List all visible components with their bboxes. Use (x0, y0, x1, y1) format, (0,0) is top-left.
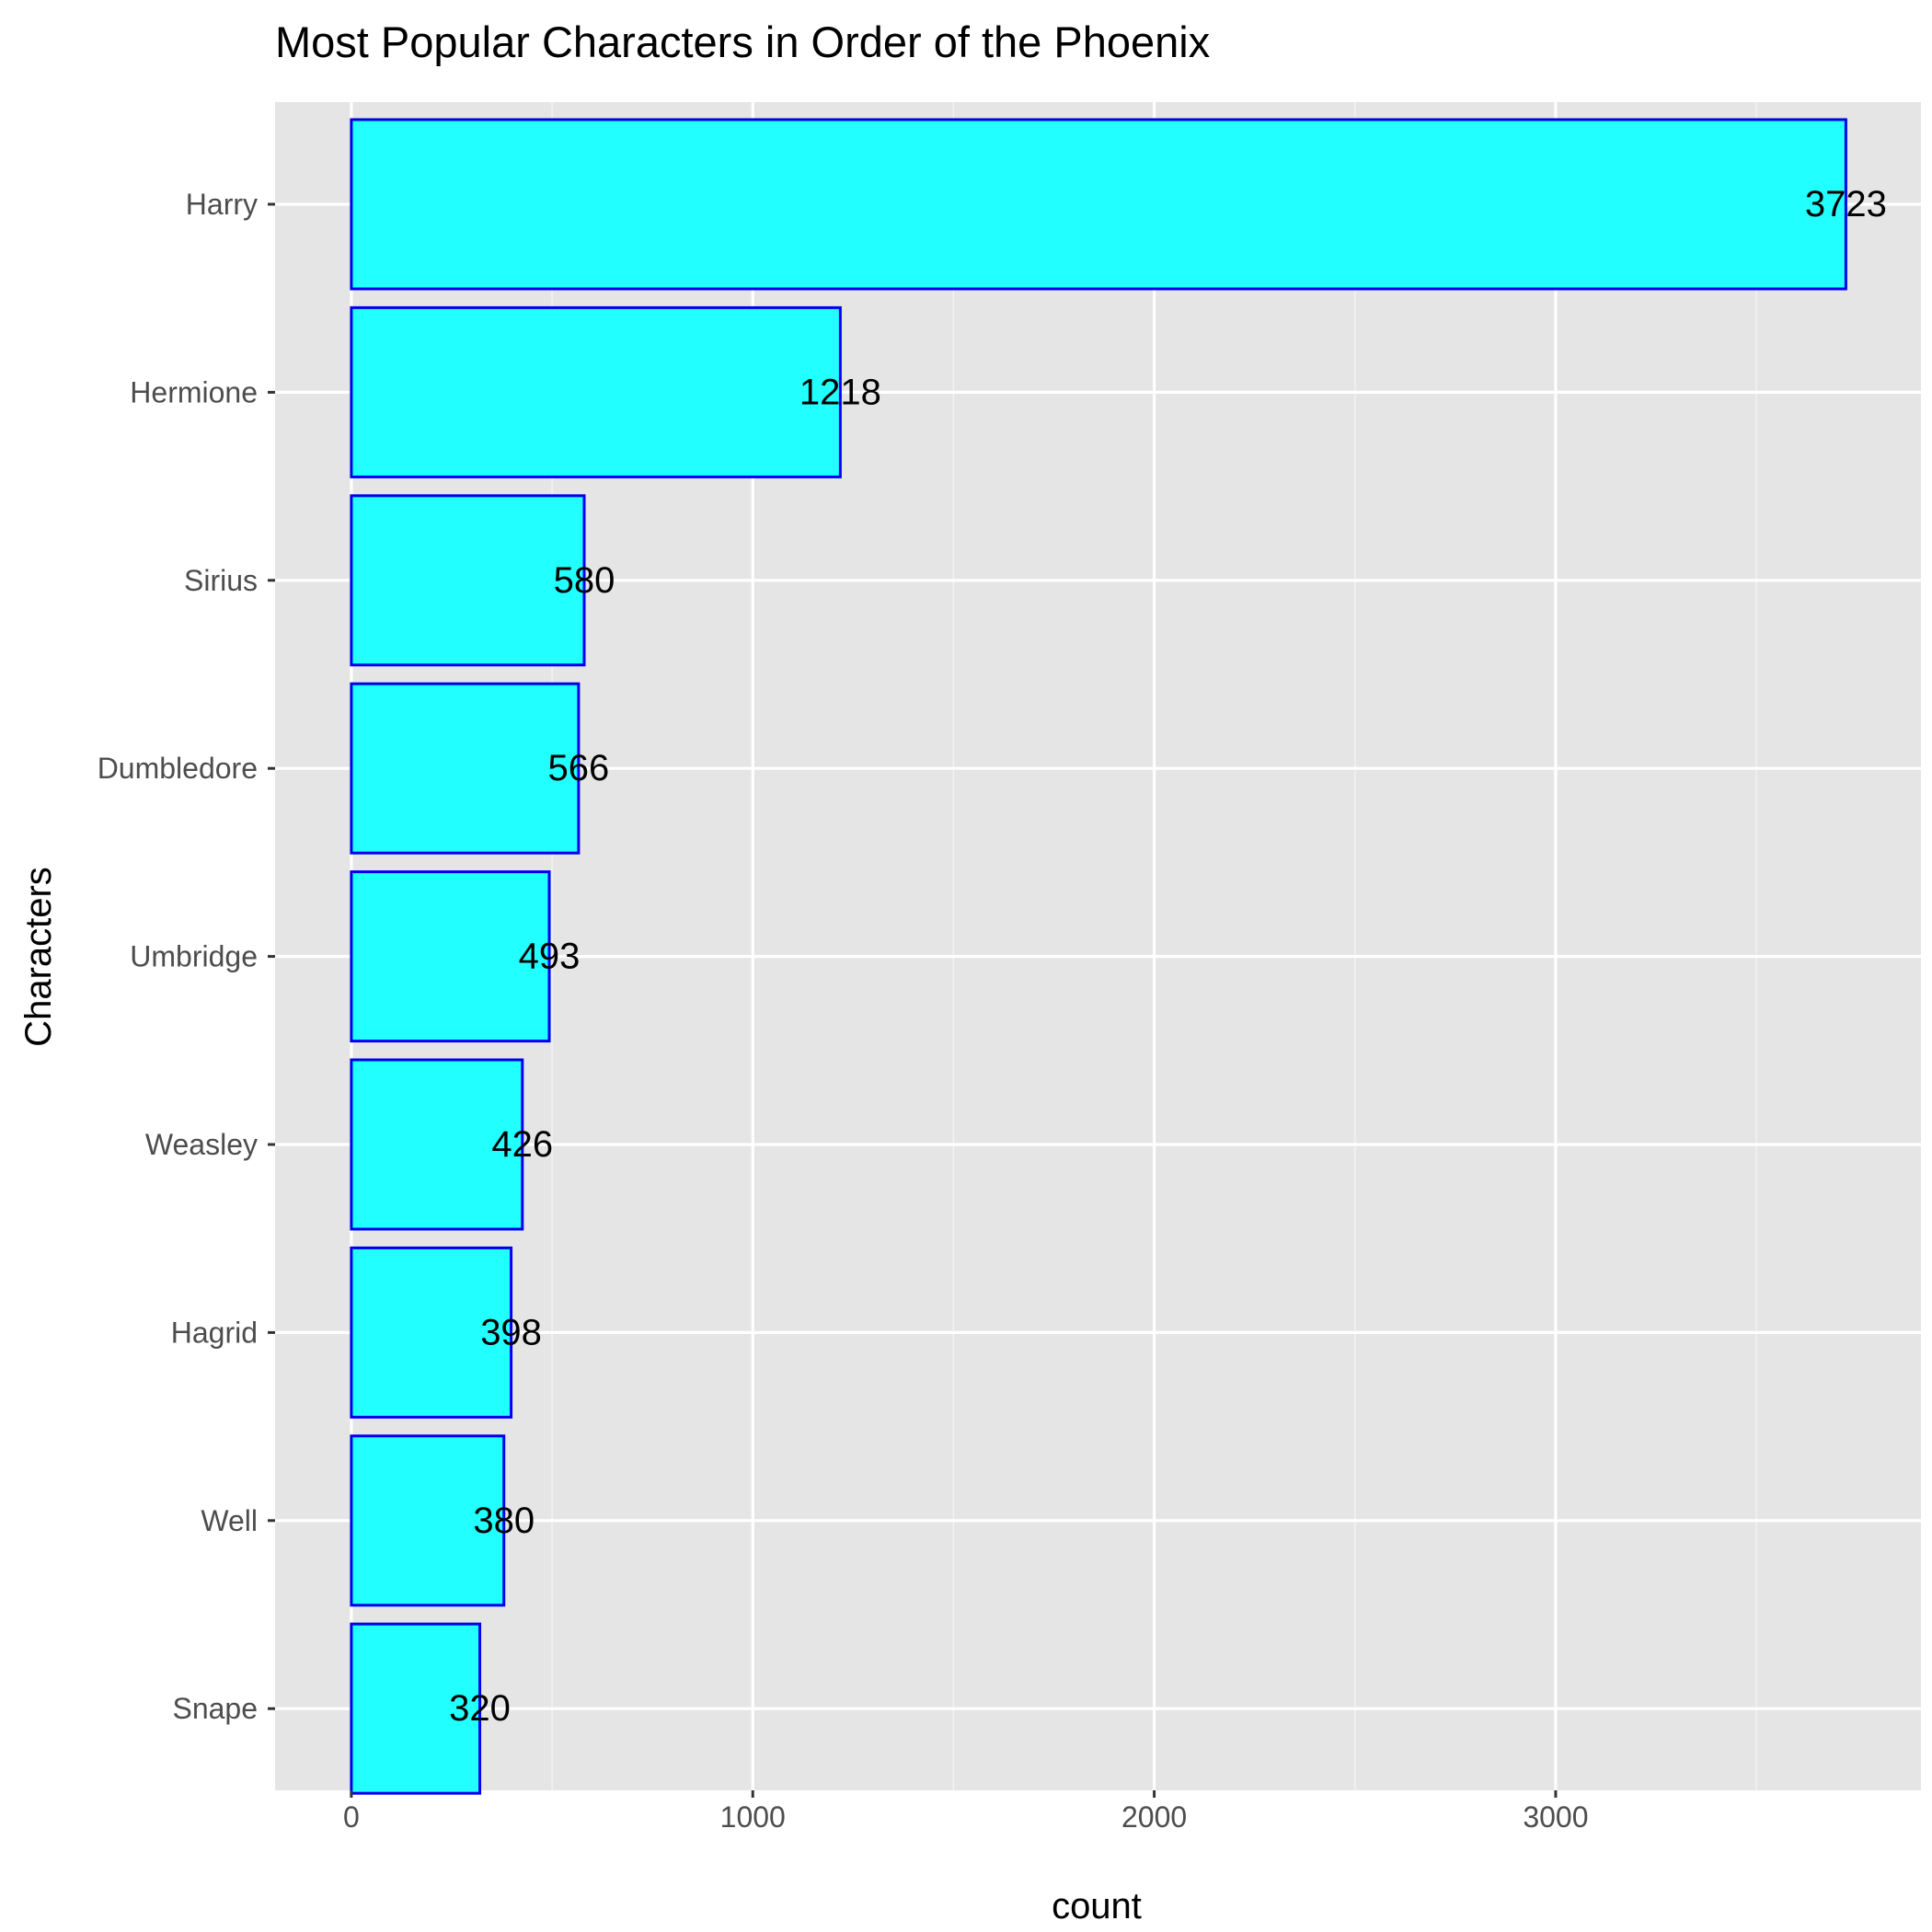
data-label-umbridge: 493 (519, 937, 581, 977)
bar-weasley (350, 1058, 524, 1231)
y-tick-label: Dumbledore (98, 752, 258, 785)
y-tick-label: Hermione (130, 375, 258, 408)
chart-title: Most Popular Characters in Order of the … (275, 17, 1210, 66)
x-axis-title: count (1052, 1886, 1142, 1926)
bars (350, 118, 1847, 1795)
data-labels: 3723 1218 580 566 493 426 398 380 320 (449, 184, 1887, 1729)
bar-well (350, 1434, 506, 1607)
x-tick-label: 1000 (720, 1800, 786, 1834)
y-tick-label: Harry (186, 188, 258, 221)
bar-hermione (350, 305, 842, 478)
x-tick-label: 0 (343, 1800, 360, 1834)
y-axis: Harry Hermione Sirius Dumbledore Umbridge Wea… (98, 188, 275, 1725)
data-label-well: 380 (473, 1501, 535, 1541)
data-label-sirius: 580 (554, 560, 615, 601)
data-label-dumbledore: 566 (547, 748, 609, 788)
y-tick-label: Hagrid (171, 1316, 258, 1349)
bar-snape (350, 1622, 482, 1795)
x-tick-label: 3000 (1523, 1800, 1588, 1834)
bar-umbridge (350, 870, 551, 1043)
bar-sirius (350, 494, 586, 667)
bar-hagrid (350, 1246, 513, 1419)
data-label-weasley: 426 (491, 1124, 553, 1165)
y-tick-label: Umbridge (130, 940, 258, 973)
y-tick-label: Snape (172, 1692, 258, 1725)
x-axis: 0 1000 2000 3000 (343, 1790, 1589, 1834)
y-tick-label: Weasley (145, 1128, 258, 1161)
data-label-snape: 320 (449, 1688, 511, 1729)
data-label-hermione: 1218 (799, 372, 881, 412)
data-label-hagrid: 398 (480, 1312, 542, 1352)
y-tick-label: Well (201, 1504, 258, 1537)
y-tick-label: Sirius (184, 564, 258, 597)
data-label-harry: 3723 (1805, 184, 1887, 224)
bar-dumbledore (350, 682, 581, 855)
bar-harry (350, 118, 1847, 291)
y-axis-title: Characters (18, 867, 59, 1047)
x-tick-label: 2000 (1121, 1800, 1187, 1834)
